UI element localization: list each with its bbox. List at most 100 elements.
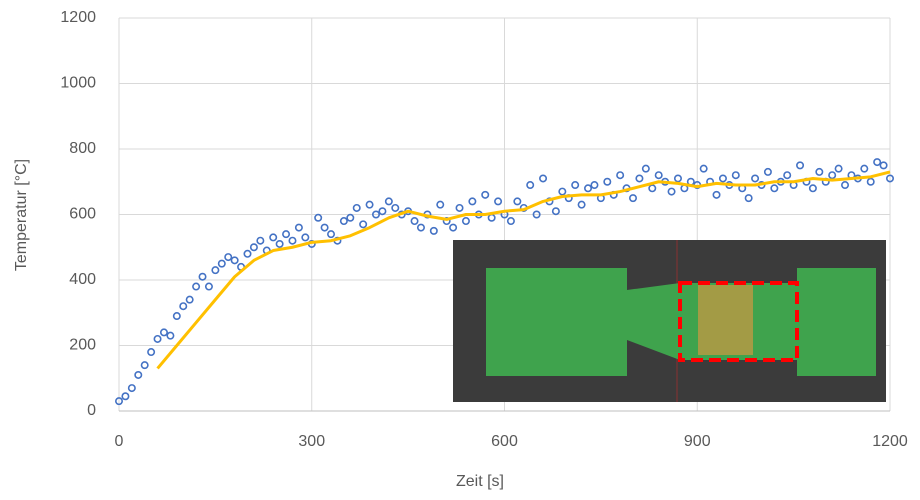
data-point bbox=[161, 329, 167, 335]
data-point bbox=[148, 349, 154, 355]
data-point bbox=[180, 303, 186, 309]
data-point bbox=[553, 208, 559, 214]
x-axis-label: Zeit [s] bbox=[456, 473, 504, 490]
y-tick-label: 600 bbox=[69, 206, 96, 223]
y-tick-label: 0 bbox=[87, 402, 96, 419]
data-point bbox=[392, 205, 398, 211]
data-point bbox=[559, 188, 565, 194]
x-tick-label: 300 bbox=[298, 433, 325, 450]
data-point bbox=[745, 195, 751, 201]
y-tick-label: 200 bbox=[69, 337, 96, 354]
data-point bbox=[720, 175, 726, 181]
data-point bbox=[675, 175, 681, 181]
data-point bbox=[868, 179, 874, 185]
data-point bbox=[257, 238, 263, 244]
data-point bbox=[321, 224, 327, 230]
x-tick-label: 1200 bbox=[872, 433, 908, 450]
data-point bbox=[591, 182, 597, 188]
data-point bbox=[418, 224, 424, 230]
data-point bbox=[276, 241, 282, 247]
data-point bbox=[578, 201, 584, 207]
data-point bbox=[643, 165, 649, 171]
data-point bbox=[495, 198, 501, 204]
data-point bbox=[482, 192, 488, 198]
data-point bbox=[386, 198, 392, 204]
x-tick-label: 900 bbox=[684, 433, 711, 450]
data-point bbox=[199, 274, 205, 280]
data-point bbox=[880, 162, 886, 168]
inset-block bbox=[486, 268, 627, 376]
y-tick-label: 800 bbox=[69, 140, 96, 157]
data-point bbox=[366, 201, 372, 207]
data-point bbox=[437, 201, 443, 207]
data-point bbox=[649, 185, 655, 191]
data-point bbox=[302, 234, 308, 240]
y-tick-label: 1200 bbox=[60, 9, 96, 26]
data-point bbox=[752, 175, 758, 181]
y-tick-label: 1000 bbox=[60, 75, 96, 92]
data-point bbox=[431, 228, 437, 234]
data-point bbox=[540, 175, 546, 181]
inset-block bbox=[797, 268, 876, 376]
data-point bbox=[656, 172, 662, 178]
data-point bbox=[219, 260, 225, 266]
data-point bbox=[572, 182, 578, 188]
data-point bbox=[289, 238, 295, 244]
data-point bbox=[225, 254, 231, 260]
data-point bbox=[668, 188, 674, 194]
data-point bbox=[328, 231, 334, 237]
data-point bbox=[713, 192, 719, 198]
data-point bbox=[842, 182, 848, 188]
data-point bbox=[231, 257, 237, 263]
data-point bbox=[347, 215, 353, 221]
data-point bbox=[186, 296, 192, 302]
data-point bbox=[360, 221, 366, 227]
data-point bbox=[617, 172, 623, 178]
data-point bbox=[829, 172, 835, 178]
data-point bbox=[244, 251, 250, 257]
y-tick-label: 400 bbox=[69, 271, 96, 288]
data-point bbox=[784, 172, 790, 178]
data-point bbox=[835, 165, 841, 171]
data-point bbox=[283, 231, 289, 237]
data-point bbox=[797, 162, 803, 168]
data-point bbox=[456, 205, 462, 211]
data-point bbox=[379, 208, 385, 214]
data-point bbox=[508, 218, 514, 224]
data-point bbox=[488, 215, 494, 221]
data-point bbox=[193, 283, 199, 289]
data-point bbox=[816, 169, 822, 175]
data-point bbox=[129, 385, 135, 391]
data-point bbox=[463, 218, 469, 224]
data-point bbox=[315, 215, 321, 221]
y-axis-label: Temperatur [°C] bbox=[13, 159, 30, 271]
inset-image bbox=[453, 240, 886, 402]
x-tick-label: 600 bbox=[491, 433, 518, 450]
data-point bbox=[604, 179, 610, 185]
data-point bbox=[861, 165, 867, 171]
data-point bbox=[810, 185, 816, 191]
data-point bbox=[630, 195, 636, 201]
data-point bbox=[154, 336, 160, 342]
data-point bbox=[514, 198, 520, 204]
data-point bbox=[765, 169, 771, 175]
data-point bbox=[469, 198, 475, 204]
data-point bbox=[212, 267, 218, 273]
data-point bbox=[733, 172, 739, 178]
data-point bbox=[174, 313, 180, 319]
data-point bbox=[527, 182, 533, 188]
data-point bbox=[122, 393, 128, 399]
inset-highlight bbox=[698, 285, 753, 355]
data-point bbox=[142, 362, 148, 368]
data-point bbox=[296, 224, 302, 230]
data-point bbox=[411, 218, 417, 224]
data-point bbox=[450, 224, 456, 230]
data-point bbox=[874, 159, 880, 165]
data-point bbox=[354, 205, 360, 211]
data-point bbox=[585, 185, 591, 191]
data-point bbox=[700, 165, 706, 171]
data-point bbox=[206, 283, 212, 289]
data-point bbox=[636, 175, 642, 181]
data-point bbox=[341, 218, 347, 224]
data-point bbox=[251, 244, 257, 250]
